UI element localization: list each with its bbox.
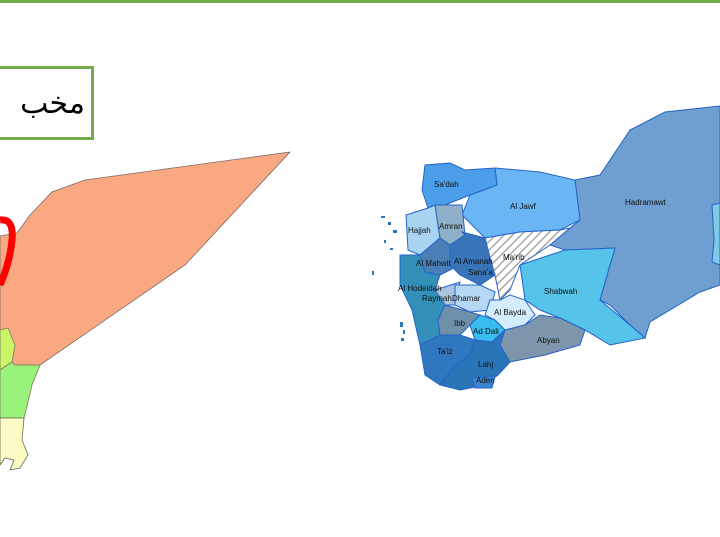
label-ad-dali: Ad Dali xyxy=(473,327,499,336)
label-al-amanah: Al Amanah xyxy=(454,257,493,266)
left-map-region-a xyxy=(0,327,16,371)
right-map xyxy=(372,105,720,391)
label-sanaa: Sana'a xyxy=(468,268,493,277)
region-mahra-edge[interactable] xyxy=(711,202,720,266)
location-marker-icon xyxy=(0,216,16,287)
region-sadah[interactable] xyxy=(421,162,498,209)
label-aden: Aden xyxy=(476,376,495,385)
slide-top-accent-bar xyxy=(0,0,720,3)
label-hajjah: Hajjah xyxy=(408,226,431,235)
region-al-bayda[interactable] xyxy=(484,294,536,331)
label-marib: Ma'rib xyxy=(503,253,525,262)
label-al-mahwit: Al Mahwit xyxy=(416,259,451,268)
label-raymah: Raymah xyxy=(422,294,452,303)
label-abyan: Abyan xyxy=(537,336,560,345)
red-sea-islands xyxy=(372,216,405,341)
label-al-bayda: Al Bayda xyxy=(494,308,527,317)
label-amran: Amran xyxy=(439,222,463,231)
label-lahj: Lahj xyxy=(478,360,493,369)
label-taiz: Ta'iz xyxy=(437,347,453,356)
label-al-hodeidah: Al Hodeidah xyxy=(398,284,442,293)
slide-title-text: مخب xyxy=(20,85,85,121)
label-shabwah: Shabwah xyxy=(544,287,577,296)
region-lahj[interactable] xyxy=(439,329,511,391)
region-sanaa[interactable] xyxy=(449,231,496,286)
label-al-jawf: Al Jawf xyxy=(510,202,537,211)
left-map xyxy=(0,151,292,471)
governorate-labels: Sa'dah Al Jawf Hadramawt Hajjah Amran Ma… xyxy=(398,180,667,385)
region-aden[interactable] xyxy=(471,375,496,389)
region-ibb[interactable] xyxy=(437,304,481,336)
slide-title-box: مخب xyxy=(0,66,94,140)
label-dhamar: Dhamar xyxy=(452,294,481,303)
left-map-region-c xyxy=(0,417,29,471)
label-hadramawt: Hadramawt xyxy=(625,198,667,207)
label-sadah: Sa'dah xyxy=(434,180,459,189)
region-shabwah[interactable] xyxy=(519,247,647,346)
left-map-main-region xyxy=(0,151,292,366)
left-map-region-b xyxy=(0,361,41,419)
label-ibb: Ibb xyxy=(454,319,466,328)
